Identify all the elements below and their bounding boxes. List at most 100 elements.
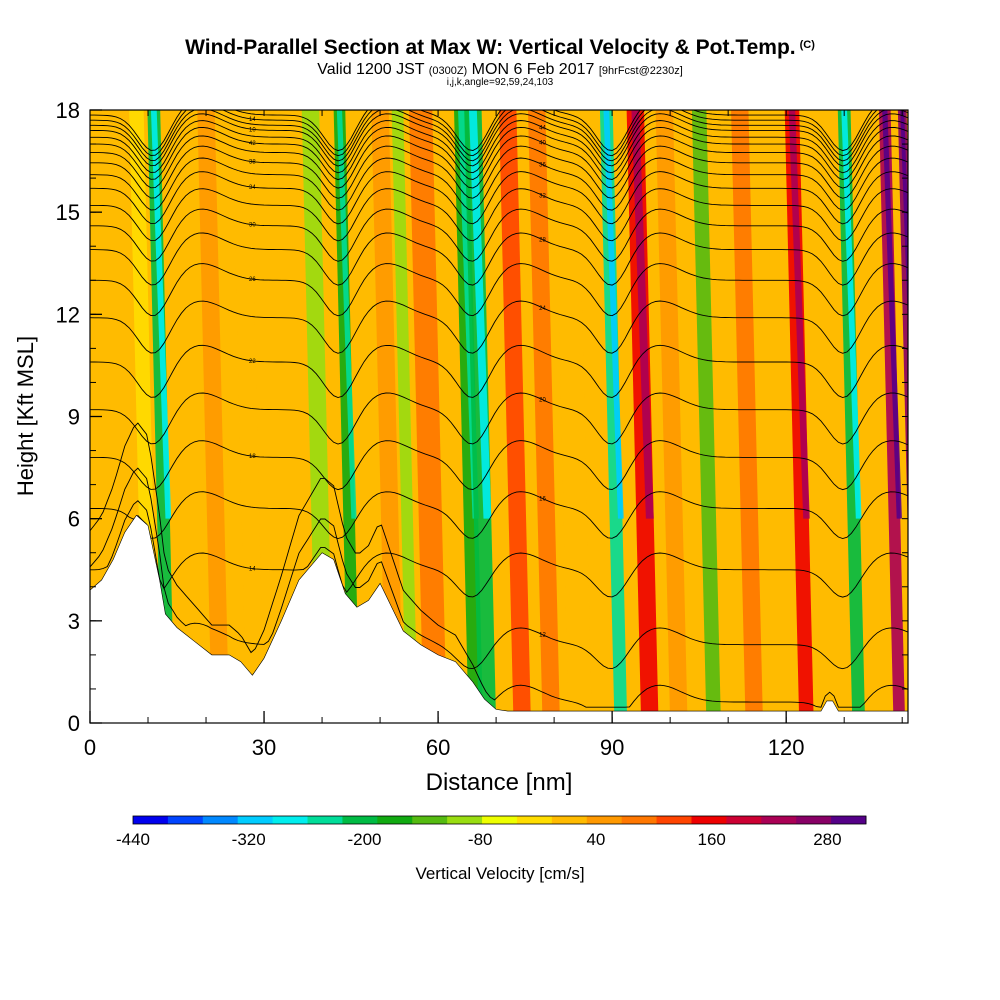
x-tick-label: 0 [84, 735, 96, 760]
colorbar-swatch [621, 816, 658, 824]
subtitle-date: MON 6 Feb 2017 [471, 61, 595, 78]
theta-label: 34 [249, 185, 256, 191]
velocity-core [468, 110, 492, 519]
x-tick-label: 120 [768, 735, 805, 760]
theta-line [90, 467, 908, 670]
x-tick-label: 60 [426, 735, 450, 760]
colorbar-swatch [516, 816, 553, 824]
x-axis: 0 30 60 90 120 [84, 110, 903, 760]
chart-title-unit: (C) [799, 39, 815, 51]
theta-label: 18 [249, 454, 256, 460]
colorbar-swatch [691, 816, 727, 824]
colorbar-swatch [726, 816, 762, 824]
velocity-band [784, 110, 814, 723]
velocity-band [599, 110, 628, 723]
colorbar-swatch [447, 816, 483, 824]
colorbar-tick-label: -200 [347, 830, 381, 849]
theta-line [90, 392, 908, 445]
velocity-band [655, 110, 688, 723]
colorbar-swatch [656, 816, 692, 824]
chart-subtitle: Valid 1200 JST (0300Z) MON 6 Feb 2017 [9… [0, 61, 1000, 79]
x-axis-label: Distance [nm] [426, 769, 573, 796]
colorbar-swatch [831, 816, 867, 824]
theta-label: 10 [249, 127, 256, 133]
velocity-band [528, 110, 560, 723]
colorbar-border [132, 815, 867, 825]
theta-line [90, 110, 873, 152]
theta-line [90, 188, 908, 242]
colorbar-tick-label: 160 [698, 830, 726, 849]
theta-label: 22 [249, 359, 256, 365]
theta-line [90, 110, 878, 157]
colorbar-swatch [342, 816, 378, 824]
colorbar-tick-label: 40 [586, 830, 605, 849]
y-axis-label: Height [Kft MSL] [13, 336, 38, 496]
colorbar-label: Vertical Velocity [cm/s] [415, 864, 585, 883]
theta-label: 38 [249, 160, 256, 166]
terrain-mask [90, 514, 908, 723]
subtitle-valid-time: Valid 1200 JST [317, 61, 425, 78]
theta-label: 26 [249, 277, 256, 283]
theta-label: 16 [539, 497, 546, 503]
y-tick-label: 18 [56, 98, 80, 123]
theta-line [90, 440, 908, 491]
theta-label: 24 [539, 306, 546, 312]
theta-line [90, 157, 908, 211]
velocity-core [603, 110, 624, 519]
colorbar-swatch [482, 816, 518, 824]
theta-line [90, 491, 908, 539]
subtitle-utc-time: (0300Z) [428, 65, 468, 77]
theta-line [90, 113, 908, 167]
theta-line [90, 171, 908, 225]
theta-line [90, 232, 908, 286]
theta-label: 36 [539, 163, 546, 169]
colorbar-swatch [377, 816, 413, 824]
theta-line [90, 344, 908, 398]
velocity-band [333, 110, 360, 723]
velocity-core [882, 110, 902, 519]
colorbar-swatch [133, 816, 169, 824]
colorbar-swatch [307, 816, 343, 824]
colorbar-tick-label: 280 [813, 830, 841, 849]
subtitle-forecast: [9hrFcst@2230z] [598, 65, 683, 77]
velocity-core [150, 110, 172, 519]
y-tick-label: 6 [68, 507, 80, 532]
chart-grid-note: i,j,k,angle=92,59,24,103 [446, 77, 554, 88]
velocity-band [409, 110, 447, 723]
colorbar-swatch [551, 816, 588, 824]
velocity-band [391, 110, 418, 723]
colorbar-tick-label: -320 [232, 830, 266, 849]
velocity-core [900, 110, 908, 329]
theta-line [90, 145, 908, 199]
theta-label: 40 [539, 141, 546, 147]
velocity-core [841, 110, 862, 519]
colorbar-swatch [761, 816, 797, 824]
velocity-band [878, 110, 906, 723]
x-tick-label: 30 [252, 735, 276, 760]
theta-label: 44 [539, 125, 546, 131]
theta-line [90, 135, 908, 189]
colorbar: -440 -320 -200 -80 40 160 280 [116, 815, 867, 849]
y-tick-label: 9 [68, 405, 80, 430]
theta-label: 30 [249, 223, 256, 229]
velocity-band [371, 110, 404, 723]
theta-line [90, 422, 908, 708]
theta-label: 32 [539, 193, 546, 199]
theta-label: 14 [249, 117, 256, 123]
y-tick-label: 15 [56, 200, 80, 225]
y-tick-label: 12 [56, 302, 80, 327]
theta-line [90, 263, 908, 317]
velocity-field [129, 110, 908, 723]
colorbar-tick-label: -440 [116, 830, 150, 849]
theta-line [90, 120, 908, 174]
velocity-band [837, 110, 866, 723]
velocity-core [336, 110, 357, 519]
chart-title: Wind-Parallel Section at Max W: Vertical… [0, 36, 1000, 60]
velocity-band [691, 110, 721, 723]
theta-label: 20 [539, 398, 546, 404]
theta-contours: 1012141618202224262830323436384042441014 [90, 110, 908, 708]
y-tick-label: 0 [68, 711, 80, 736]
colorbar-swatch [167, 816, 204, 824]
velocity-band [197, 110, 230, 723]
